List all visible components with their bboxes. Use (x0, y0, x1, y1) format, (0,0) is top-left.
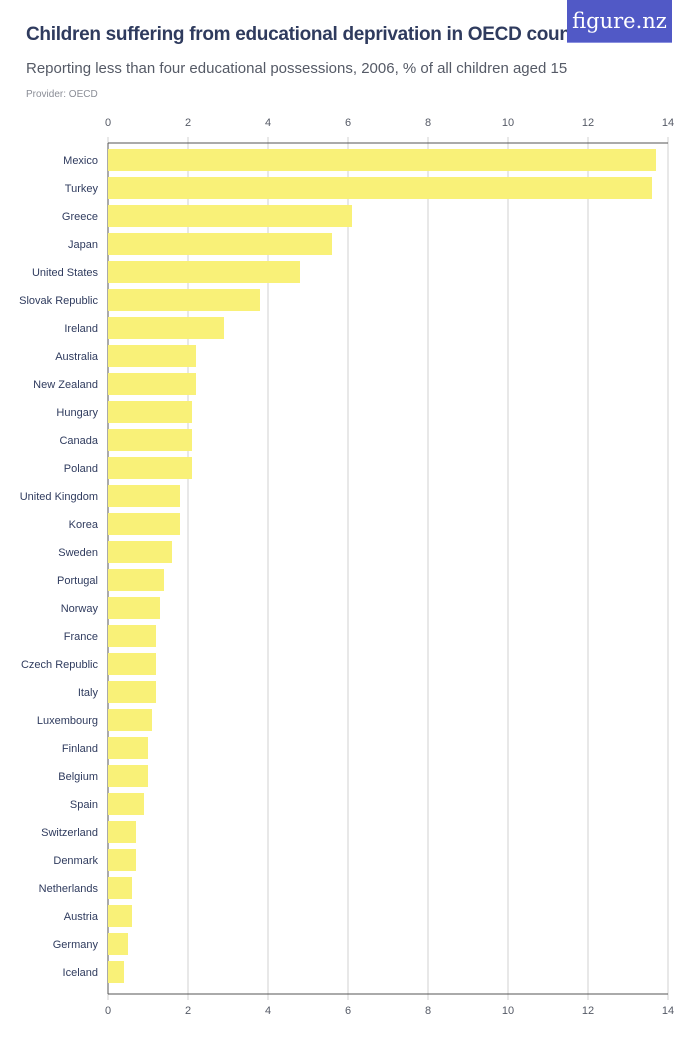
category-label: Spain (70, 799, 98, 811)
chart-title: Children suffering from educational depr… (26, 24, 610, 45)
bar-hungary (108, 401, 192, 423)
category-label: Poland (64, 463, 98, 475)
x-tick-label: 12 (582, 1005, 594, 1017)
x-tick-label: 12 (582, 117, 594, 129)
x-tick-label: 2 (185, 1005, 191, 1017)
category-label: Hungary (56, 407, 98, 419)
bar-norway (108, 597, 160, 619)
x-tick-label: 6 (345, 1005, 351, 1017)
category-label: Switzerland (41, 827, 98, 839)
x-tick-label: 10 (502, 1005, 514, 1017)
category-label: United States (32, 267, 99, 279)
bar-germany (108, 933, 128, 955)
x-tick-label: 14 (662, 117, 674, 129)
bar-italy (108, 681, 156, 703)
bar-canada (108, 429, 192, 451)
x-tick-label: 14 (662, 1005, 674, 1017)
category-label: Australia (55, 351, 99, 363)
category-label: Ireland (64, 323, 98, 335)
bar-mexico (108, 149, 656, 171)
bar-poland (108, 457, 192, 479)
bar-portugal (108, 569, 164, 591)
bar-austria (108, 905, 132, 927)
bar-ireland (108, 317, 224, 339)
category-label: Canada (59, 435, 98, 447)
bar-slovak-republic (108, 289, 260, 311)
x-tick-label: 6 (345, 117, 351, 129)
category-label: Portugal (57, 575, 98, 587)
category-label: Turkey (65, 183, 99, 195)
x-tick-label: 8 (425, 1005, 431, 1017)
bar-japan (108, 233, 332, 255)
bar-finland (108, 737, 148, 759)
category-label: Iceland (63, 967, 98, 979)
x-tick-label: 0 (105, 1005, 111, 1017)
bar-luxembourg (108, 709, 152, 731)
category-label: Korea (69, 519, 99, 531)
bar-belgium (108, 765, 148, 787)
category-label: Norway (61, 603, 99, 615)
category-label: Sweden (58, 547, 98, 559)
bar-korea (108, 513, 180, 535)
category-label: Finland (62, 743, 98, 755)
bar-greece (108, 205, 352, 227)
bar-netherlands (108, 877, 132, 899)
category-label: Germany (53, 939, 99, 951)
bar-new-zealand (108, 373, 196, 395)
category-label: Netherlands (39, 883, 99, 895)
bar-turkey (108, 177, 652, 199)
category-label: New Zealand (33, 379, 98, 391)
x-tick-label: 0 (105, 117, 111, 129)
category-label: Austria (64, 911, 99, 923)
bar-spain (108, 793, 144, 815)
bar-france (108, 625, 156, 647)
bar-united-kingdom (108, 485, 180, 507)
category-label: Luxembourg (37, 715, 98, 727)
category-label: Italy (78, 687, 99, 699)
category-label: United Kingdom (20, 491, 98, 503)
x-tick-label: 10 (502, 117, 514, 129)
bar-sweden (108, 541, 172, 563)
category-label: Czech Republic (21, 659, 99, 671)
figure-nz-logo[interactable]: figure.nz (567, 0, 672, 43)
category-label: France (64, 631, 98, 643)
category-label: Mexico (63, 155, 98, 167)
bar-united-states (108, 261, 300, 283)
category-label: Belgium (58, 771, 98, 783)
category-label: Denmark (53, 855, 98, 867)
x-tick-label: 8 (425, 117, 431, 129)
category-label: Greece (62, 211, 98, 223)
bar-switzerland (108, 821, 136, 843)
x-tick-label: 4 (265, 1005, 271, 1017)
category-label: Japan (68, 239, 98, 251)
bar-czech-republic (108, 653, 156, 675)
provider-label: Provider: OECD (26, 89, 98, 100)
chart-subtitle: Reporting less than four educational pos… (26, 60, 568, 77)
bar-australia (108, 345, 196, 367)
bar-denmark (108, 849, 136, 871)
x-tick-label: 4 (265, 117, 271, 129)
bar-iceland (108, 961, 124, 983)
category-label: Slovak Republic (19, 295, 98, 307)
x-tick-label: 2 (185, 117, 191, 129)
